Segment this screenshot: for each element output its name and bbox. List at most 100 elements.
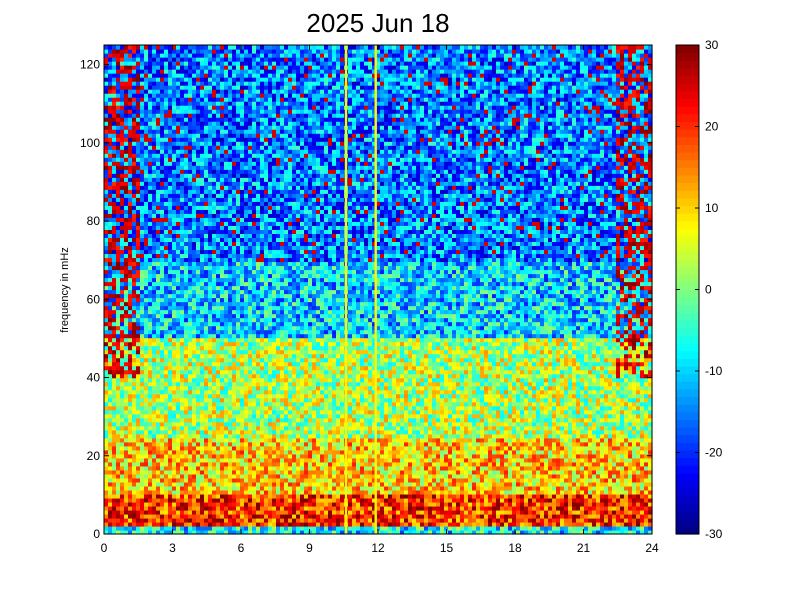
heatmap-cell [372,457,377,463]
heatmap-cell [120,425,125,431]
heatmap-cell [452,489,457,495]
heatmap-cell [268,413,273,419]
heatmap-cell [300,457,305,463]
heatmap-cell [140,449,145,455]
heatmap-cell [492,453,497,459]
heatmap-cell [192,481,197,487]
heatmap-cell [588,457,593,463]
heatmap-cell [156,513,161,519]
heatmap-cell [472,445,477,451]
heatmap-cell [364,465,369,471]
heatmap-cell [104,461,109,467]
heatmap-cell [332,445,337,451]
heatmap-cell [528,405,533,411]
heatmap-cell [400,497,405,503]
heatmap-cell [320,473,325,479]
heatmap-cell [568,409,573,415]
heatmap-cell [436,493,441,499]
heatmap-cell [144,497,149,503]
heatmap-cell [380,477,385,483]
heatmap-cell [564,509,569,515]
heatmap-cell [412,505,417,511]
heatmap-cell [576,457,581,463]
heatmap-cell [624,437,629,443]
heatmap-cell [304,453,309,459]
heatmap-cell [392,449,397,455]
heatmap-cell [340,457,345,463]
heatmap-cell [300,517,305,523]
heatmap-cell [120,441,125,447]
heatmap-cell [212,397,217,403]
heatmap-cell [608,425,613,431]
heatmap-cell [232,405,237,411]
heatmap-cell [568,437,573,443]
heatmap-cell [388,433,393,439]
heatmap-cell [608,441,613,447]
heatmap-cell [148,397,153,403]
heatmap-cell [204,413,209,419]
heatmap-cell [352,437,357,443]
heatmap-cell [292,529,297,535]
heatmap-cell [192,417,197,423]
heatmap-cell [336,497,341,503]
heatmap-cell [440,465,445,471]
heatmap-cell [492,421,497,427]
heatmap-cell [616,489,621,495]
heatmap-cell [548,497,553,503]
heatmap-cell [448,481,453,487]
heatmap-cell [520,401,525,407]
heatmap-cell [300,505,305,511]
heatmap-cell [636,517,641,523]
heatmap-cell [544,429,549,435]
heatmap-cell [368,473,373,479]
heatmap-cell [564,521,569,527]
heatmap-cell [260,445,265,451]
heatmap-cell [312,433,317,439]
heatmap-cell [452,469,457,475]
heatmap-cell [540,493,545,499]
heatmap-cell [288,525,293,531]
heatmap-cell [628,485,633,491]
heatmap-cell [132,469,137,475]
heatmap-cell [616,493,621,499]
heatmap-cell [560,469,565,475]
heatmap-cell [264,525,269,531]
heatmap-cell [132,505,137,511]
heatmap-cell [184,441,189,447]
heatmap-cell [256,481,261,487]
heatmap-cell [620,397,625,403]
heatmap-cell [176,469,181,475]
heatmap-cell [632,421,637,427]
heatmap-cell [140,529,145,535]
heatmap-cell [500,389,505,395]
heatmap-cell [428,413,433,419]
heatmap-cell [456,421,461,427]
heatmap-cell [156,421,161,427]
heatmap-cell [584,453,589,459]
heatmap-cell [396,389,401,395]
heatmap-cell [164,481,169,487]
heatmap-cell [136,485,141,491]
heatmap-cell [320,513,325,519]
heatmap-cell [460,493,465,499]
heatmap-cell [436,453,441,459]
heatmap-cell [128,477,133,483]
heatmap-cell [600,497,605,503]
heatmap-cell [464,525,469,531]
heatmap-cell [632,497,637,503]
heatmap-cell [576,525,581,531]
heatmap-cell [284,481,289,487]
heatmap-cell [400,433,405,439]
heatmap-cell [592,521,597,527]
heatmap-cell [356,457,361,463]
heatmap-cell [104,525,109,531]
heatmap-cell [356,437,361,443]
heatmap-cell [204,457,209,463]
heatmap-cell [132,385,137,391]
heatmap-cell [208,429,213,435]
heatmap-cell [224,429,229,435]
heatmap-cell [320,397,325,403]
heatmap-cell [480,505,485,511]
heatmap-cell [308,521,313,527]
heatmap-cell [120,397,125,403]
